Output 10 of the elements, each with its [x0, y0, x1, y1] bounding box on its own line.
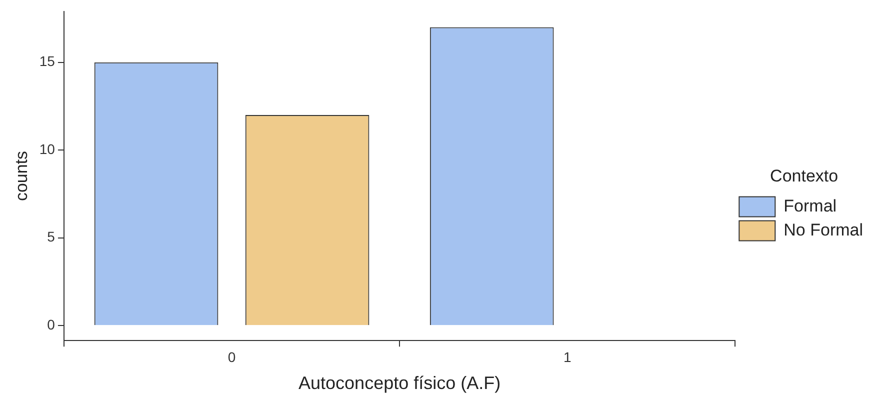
y-tick-label: 15: [39, 53, 56, 70]
y-tick-label: 10: [39, 140, 56, 157]
legend-label: Formal: [784, 196, 837, 216]
y-axis-title: counts: [12, 150, 31, 202]
legend-title: Contexto: [770, 166, 838, 186]
legend-label: No Formal: [784, 220, 864, 240]
y-tick-label: 5: [47, 228, 56, 245]
x-tick-label: 1: [563, 348, 572, 365]
y-tick-label: 0: [47, 316, 56, 333]
x-axis-title: Autoconcepto físico (A.F): [298, 373, 501, 394]
